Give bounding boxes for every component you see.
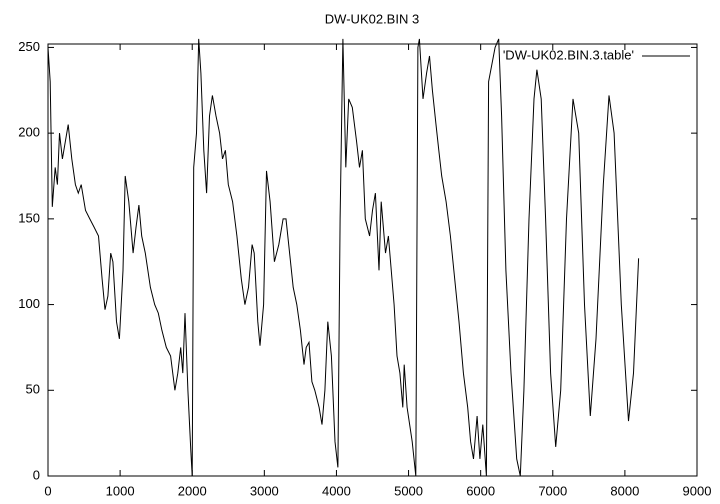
x-tick-label: 7000 — [538, 483, 567, 498]
x-tick-label: 1000 — [106, 483, 135, 498]
plot-frame — [47, 43, 698, 477]
legend-label: 'DW-UK02.BIN.3.table' — [503, 47, 634, 62]
x-tick-label: 2000 — [178, 483, 207, 498]
y-tick-label: 0 — [33, 467, 40, 482]
x-tick-label: 8000 — [610, 483, 639, 498]
y-tick-label: 250 — [18, 39, 40, 54]
x-tick-label: 9000 — [683, 483, 712, 498]
y-tick-label: 150 — [18, 210, 40, 225]
x-tick-label: 0 — [44, 483, 51, 498]
data-line — [47, 38, 640, 477]
y-tick-label: 200 — [18, 125, 40, 140]
x-tick-label: 5000 — [394, 483, 423, 498]
chart-title: DW-UK02.BIN 3 — [325, 11, 419, 26]
y-tick-label: 100 — [18, 296, 40, 311]
x-tick-label: 3000 — [250, 483, 279, 498]
x-tick-label: 6000 — [466, 483, 495, 498]
y-tick-label: 50 — [26, 382, 40, 397]
x-tick-label: 4000 — [322, 483, 351, 498]
